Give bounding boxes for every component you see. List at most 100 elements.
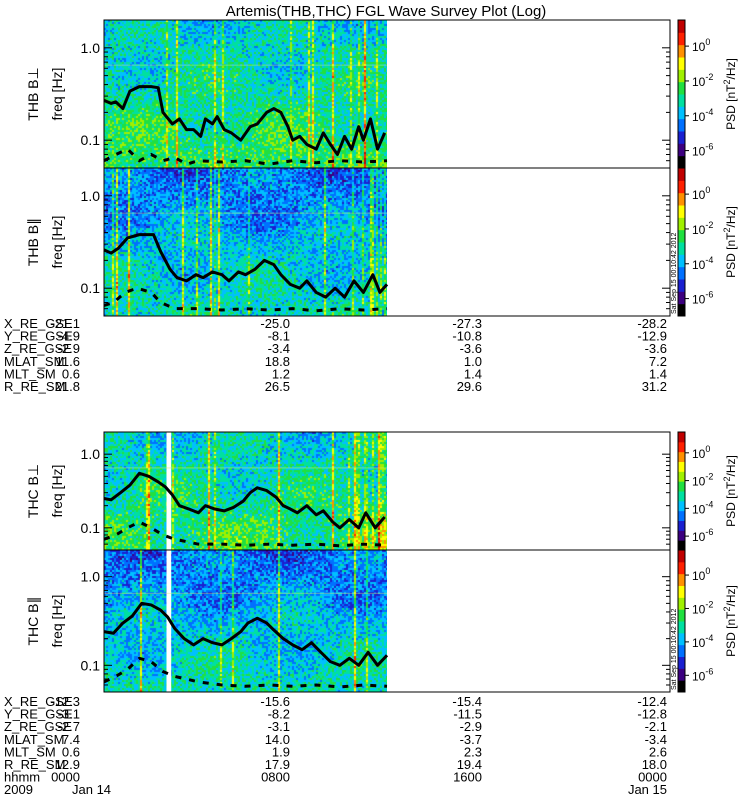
- colorbar-step: [678, 471, 685, 474]
- colorbar-step: [678, 128, 685, 132]
- colorbar-step: [678, 160, 685, 164]
- ephemeris-value: -3.4: [268, 341, 290, 356]
- colorbar-step: [678, 508, 685, 512]
- y-tick-label: 1.0: [81, 40, 101, 56]
- colorbar-step: [678, 534, 685, 537]
- colorbar-step: [678, 611, 685, 615]
- tick-base: 10: [692, 293, 706, 307]
- ephemeris-value: 18.0: [642, 757, 667, 772]
- colorbar-step: [678, 485, 685, 488]
- colorbar-step: [678, 143, 685, 147]
- colorbar-step: [678, 670, 685, 674]
- colorbar-step: [678, 644, 685, 648]
- colorbar-step: [678, 606, 685, 610]
- tick-base: 10: [692, 447, 706, 461]
- colorbar-step: [678, 532, 685, 535]
- colorbar-step: [678, 439, 685, 443]
- colorbar-step: [678, 246, 685, 250]
- colorbar-step: [678, 554, 685, 558]
- colorbar-step: [678, 469, 685, 472]
- colorbar-step: [678, 251, 685, 255]
- colorbar-step: [678, 276, 685, 280]
- colorbar-step: [678, 244, 685, 248]
- ephemeris-value: -4.9: [58, 329, 80, 344]
- colorbar-step: [678, 261, 685, 265]
- colorbar-step: [678, 687, 685, 691]
- colorbar-label-prefix: PSD [nT: [724, 232, 738, 278]
- tick-base: 10: [692, 602, 706, 616]
- panel-frame: [103, 549, 671, 693]
- colorbar-step: [678, 580, 685, 584]
- ephemeris-value: -3.7: [460, 732, 482, 747]
- ephemeris-value: 21.8: [55, 379, 80, 394]
- ephemeris-value: 1.9: [272, 744, 290, 759]
- colorbar-step: [678, 502, 685, 506]
- colorbar-step: [678, 286, 685, 290]
- colorbar-step: [678, 443, 685, 447]
- ephemeris-value: 26.5: [265, 379, 290, 394]
- tick-base: 10: [692, 636, 706, 650]
- y-tick-label: 0.1: [81, 280, 101, 296]
- ephemeris-value: 19.4: [457, 757, 482, 772]
- colorbar-step: [678, 168, 685, 171]
- ephemeris-value: 7.2: [649, 354, 667, 369]
- colorbar-step: [678, 296, 685, 300]
- colorbar-step: [678, 447, 685, 451]
- colorbar-step: [678, 269, 685, 273]
- ephemeris-row-label: 2009: [4, 782, 33, 797]
- colorbar-step: [678, 232, 685, 236]
- colorbar-step: [678, 546, 685, 549]
- ephemeris-value: -2.1: [645, 719, 667, 734]
- colorbar-step: [678, 437, 685, 441]
- colorbar-step: [678, 133, 685, 137]
- ephemeris-value: -12.3: [50, 694, 80, 709]
- timestamp-stamp: Sat Sep 15 00:10:42 2012: [671, 233, 678, 314]
- colorbar-step: [678, 573, 685, 577]
- colorbar-step: [678, 475, 685, 478]
- colorbar-step: [678, 494, 685, 498]
- colorbar-step: [678, 96, 685, 100]
- ephemeris-value: -8.2: [268, 707, 290, 722]
- tick-base: 10: [692, 258, 706, 272]
- colorbar-step: [678, 281, 685, 285]
- colorbar-tick-label: 10-4: [692, 499, 713, 516]
- ephemeris-value: 0000: [51, 770, 80, 785]
- colorbar-step: [678, 126, 685, 130]
- colorbar-tick-label: 10-6: [692, 142, 713, 159]
- colorbar-label-suffix: /Hz]: [724, 585, 738, 606]
- ephemeris-row-label: R_RE_SM: [4, 757, 65, 772]
- colorbar-step: [678, 34, 685, 38]
- colorbar-step: [678, 214, 685, 218]
- ephemeris-tables: X_RE_GSE-21.1 -25.0 -27.3 -28.2Y_RE_GSE-4.9…: [4, 316, 667, 797]
- colorbar-step: [678, 207, 685, 211]
- colorbar-step: [678, 463, 685, 466]
- ephemeris-value: 14.0: [265, 732, 290, 747]
- colorbar-step: [678, 47, 685, 51]
- colorbar-tick-label: 10-4: [692, 255, 713, 272]
- colorbar-step: [678, 138, 685, 142]
- colorbar-tick-label: 100: [692, 444, 710, 461]
- colorbar-tick-label: 10-6: [692, 666, 713, 683]
- ephemeris-value: -21.1: [50, 316, 80, 331]
- spectrogram-image: [104, 20, 387, 168]
- colorbar-step: [678, 445, 685, 449]
- colorbar-step: [678, 649, 685, 653]
- colorbar-step: [678, 654, 685, 657]
- ephemeris-row-label: Z_RE_GSE: [4, 341, 72, 356]
- colorbar-step: [678, 682, 685, 686]
- colorbar-step: [678, 473, 685, 476]
- tick-base: 10: [692, 188, 706, 202]
- colorbar-step: [678, 123, 685, 127]
- colorbar-step: [678, 81, 685, 85]
- colorbar-step: [678, 229, 685, 233]
- colorbar-tick-label: 10-2: [692, 72, 713, 89]
- colorbar-step: [678, 237, 685, 241]
- colorbar-step: [678, 522, 685, 525]
- colorbar-step: [678, 239, 685, 243]
- colorbar-step: [678, 79, 685, 83]
- colorbar-step: [678, 677, 685, 681]
- colorbar-step: [678, 590, 685, 594]
- colorbar-step: [678, 623, 685, 627]
- colorbar-label-exp: 2: [722, 79, 732, 84]
